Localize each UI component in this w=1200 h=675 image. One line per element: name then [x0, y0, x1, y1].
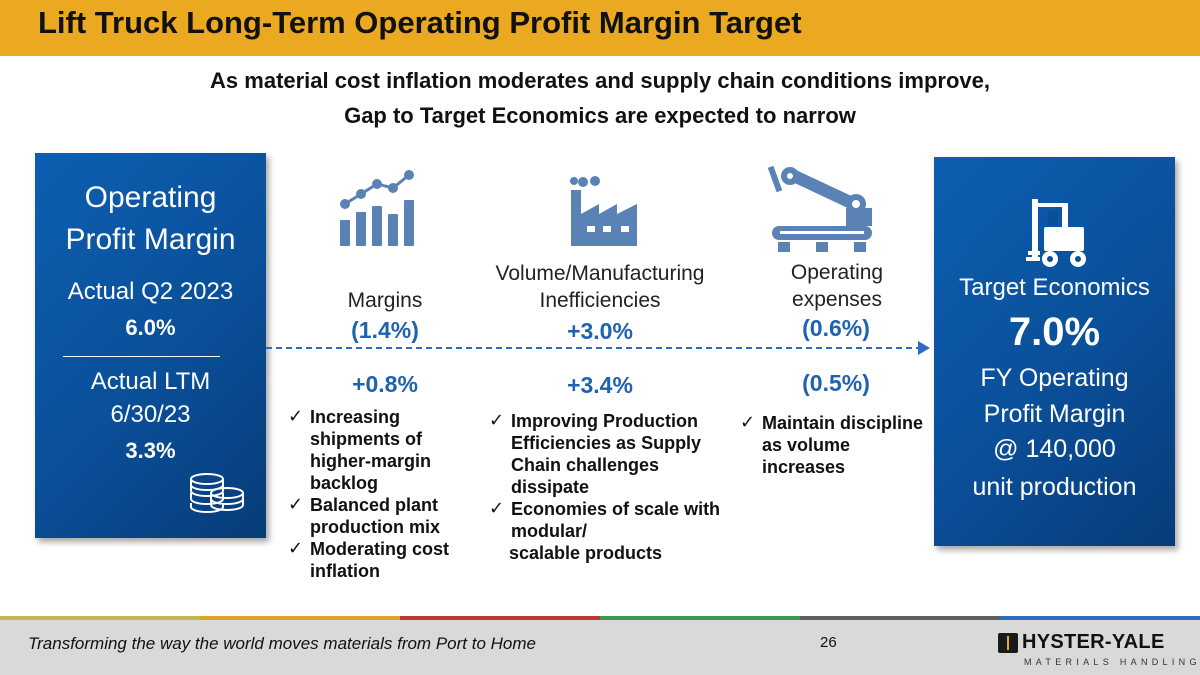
actual-ltm-label: Actual LTM — [90, 368, 211, 395]
title-bar: Lift Truck Long-Term Operating Profit Ma… — [0, 0, 1200, 56]
volume-label-line-1: Volume/Manufacturing — [495, 262, 705, 285]
footer-tagline: Transforming the way the world moves mat… — [28, 634, 536, 653]
target-line-1: FY Operating — [980, 364, 1129, 392]
margins-label: Margins — [347, 289, 423, 312]
list-item: Increasing shipments of higher-margin ba… — [286, 406, 472, 494]
hyster-yale-logo: HYSTER-YALE MATERIALS HANDLING — [998, 631, 1196, 671]
opex-bullet-list: Maintain discipline as volume increases — [738, 412, 930, 478]
bar-chart-trend-icon — [340, 170, 414, 246]
target-line-3: @ 140,000 — [993, 435, 1116, 463]
dashed-arrow-line — [266, 347, 922, 349]
actual-q2-value: 6.0% — [125, 315, 176, 340]
subtitle-line-2: Gap to Target Economics are expected to … — [344, 103, 856, 128]
footer: Transforming the way the world moves mat… — [0, 620, 1200, 675]
volume-bullet-list: Improving Production Efficiencies as Sup… — [487, 410, 723, 564]
opex-label-line-1: Operating — [790, 261, 884, 284]
page-number: 26 — [820, 634, 837, 651]
opex-q2-value: (0.6%) — [802, 315, 870, 341]
volume-q2-value: +3.0% — [567, 318, 633, 344]
list-item: Balanced plant production mix — [286, 494, 472, 538]
list-item: Moderating cost inflation — [286, 538, 472, 582]
opex-ltm-value: (0.5%) — [802, 370, 870, 396]
opex-label-line-2: expenses — [792, 288, 882, 311]
volume-label-line-2: Inefficiencies — [539, 289, 661, 312]
forklift-icon — [1026, 199, 1086, 267]
margins-ltm-value: +0.8% — [352, 371, 418, 397]
target-economics-value: 7.0% — [1008, 310, 1101, 354]
actual-ltm-date: 6/30/23 — [110, 401, 191, 428]
coins-icon — [190, 473, 244, 513]
logo-subtext: MATERIALS HANDLING — [1024, 657, 1200, 667]
operating-profit-margin-panel: Operating Profit Margin Actual Q2 2023 6… — [35, 153, 266, 538]
subtitle-line-1: As material cost inflation moderates and… — [210, 68, 990, 93]
panel-title-line-2: Profit Margin — [65, 223, 236, 256]
actual-q2-label: Actual Q2 2023 — [67, 278, 234, 305]
margins-bullet-list: Increasing shipments of higher-margin ba… — [286, 406, 472, 582]
actual-ltm-value: 3.3% — [125, 438, 176, 463]
list-item: Improving Production Efficiencies as Sup… — [487, 410, 723, 498]
factory-icon — [570, 176, 637, 246]
list-item: Maintain discipline as volume increases — [738, 412, 930, 478]
volume-ltm-value: +3.4% — [567, 372, 633, 398]
robotic-arm-icon — [768, 165, 872, 252]
target-line-4: unit production — [972, 473, 1137, 501]
arrow-head-icon — [918, 341, 930, 355]
target-economics-panel: Target Economics 7.0% FY Operating Profi… — [934, 157, 1175, 546]
logo-text: HYSTER-YALE — [1022, 631, 1165, 653]
slide-title: Lift Truck Long-Term Operating Profit Ma… — [38, 5, 802, 40]
margins-q2-value: (1.4%) — [351, 317, 419, 343]
footer-color-rule — [0, 616, 1200, 620]
list-item: scalable products — [509, 543, 663, 563]
target-economics-label: Target Economics — [959, 274, 1150, 301]
logo-mark-icon — [998, 633, 1018, 653]
target-line-2: Profit Margin — [983, 400, 1126, 428]
panel-divider — [63, 356, 220, 357]
panel-title-line-1: Operating — [84, 181, 217, 214]
list-item: Economies of scale with modular/ — [487, 498, 723, 542]
